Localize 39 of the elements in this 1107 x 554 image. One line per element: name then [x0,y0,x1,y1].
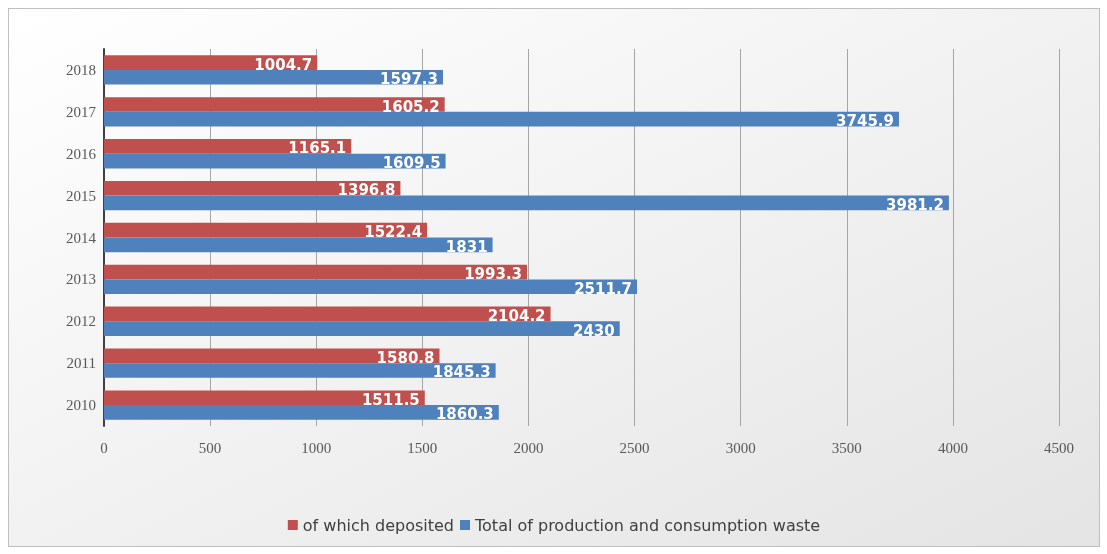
data-label: 2104.2 [487,306,546,325]
y-tick-label: 2017 [66,103,97,120]
x-tick-label: 0 [100,439,108,456]
data-label: 1004.7 [254,55,313,74]
data-label: 1597.3 [380,70,438,89]
data-label: 1580.8 [376,348,435,367]
x-tick-label: 4000 [937,439,968,456]
x-tick-label: 1500 [407,439,438,456]
data-label: 1831 [445,237,488,256]
y-tick-label: 2018 [66,61,96,78]
y-tick-label: 2016 [66,145,97,162]
x-tick-label: 3000 [725,439,756,456]
legend-label: of which deposited [302,515,455,535]
y-tick-label: 2011 [66,355,96,372]
data-label: 1609.5 [382,154,441,173]
data-label: 3745.9 [836,112,894,131]
y-tick-label: 2012 [66,313,96,330]
data-label: 2430 [572,321,615,340]
y-tick-label: 2010 [66,397,96,414]
data-label: 1860.3 [435,405,494,424]
data-label: 1511.5 [361,390,420,409]
data-label: 2511.7 [574,279,633,298]
data-label: 1605.2 [381,97,440,116]
data-label: 1993.3 [464,265,523,284]
data-label: 1845.3 [432,363,491,382]
y-tick-label: 2013 [66,271,96,288]
x-tick-label: 4500 [1044,439,1074,456]
y-tick-label: 2014 [66,229,97,246]
data-label: 1522.4 [364,223,423,242]
data-label: 3981.2 [886,195,944,214]
x-tick-label: 500 [198,439,222,456]
data-label: 1396.8 [337,181,396,200]
x-tick-label: 2000 [513,439,544,456]
x-tick-label: 2500 [619,439,650,456]
legend-label: Total of production and consumption waste [474,515,821,535]
y-tick-label: 2015 [66,187,96,204]
x-tick-label: 3500 [831,439,862,456]
data-label: 1165.1 [288,139,347,158]
x-tick-label: 1000 [301,439,332,456]
